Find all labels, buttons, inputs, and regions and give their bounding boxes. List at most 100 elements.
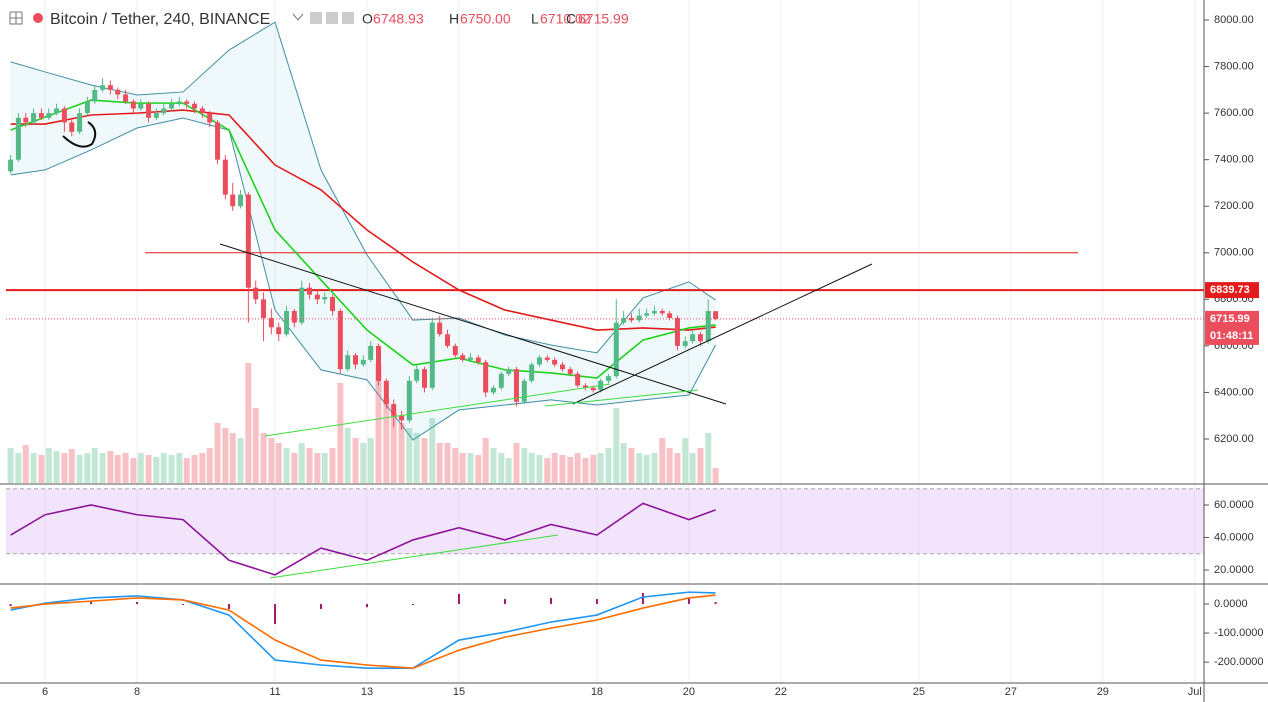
histogram-bar (641, 592, 644, 605)
volume-bar (30, 453, 37, 483)
volume-bar (375, 363, 382, 483)
y-tick-label: 60.0000 (1214, 499, 1254, 511)
volume-bar (237, 438, 244, 483)
y-tick-label: 7400.00 (1214, 154, 1254, 166)
volume-bar (61, 453, 68, 483)
candle-body (215, 122, 221, 160)
volume-bar (413, 433, 420, 483)
pen-stroke (62, 121, 97, 148)
drawings (62, 121, 873, 579)
x-tick-label: 13 (361, 686, 373, 698)
volume-bar (367, 438, 374, 483)
candle-body (291, 310, 297, 323)
candle-body (582, 385, 588, 388)
volume-bar (544, 458, 551, 483)
close-icon[interactable] (342, 12, 354, 24)
volume-bar (214, 423, 221, 483)
candle-body (682, 341, 688, 346)
open-value: 6748.93 (373, 11, 424, 27)
candle-body (115, 89, 121, 95)
volume-bar (421, 438, 428, 483)
volume-bar (689, 453, 696, 483)
volume-bar (130, 458, 137, 483)
x-tick-label: 25 (913, 686, 925, 698)
volume-bar (38, 455, 45, 483)
volume-bar (590, 455, 597, 483)
histogram-bar (90, 600, 93, 605)
candle-body (245, 194, 251, 288)
candle-body (690, 334, 696, 342)
candle-body (146, 103, 152, 118)
candle-body (575, 373, 581, 386)
candle-body (92, 89, 98, 102)
volume-bar (666, 448, 673, 483)
candle-body (552, 359, 558, 365)
close-value: 6715.99 (578, 11, 629, 27)
volume-bar (222, 428, 229, 483)
volume-bar (528, 453, 535, 483)
volume-bar (383, 398, 390, 483)
candle-body (69, 122, 75, 132)
y-tick-label: 0.0000 (1214, 598, 1248, 610)
candle-body (284, 310, 290, 335)
trend-line (219, 243, 727, 405)
candle-body (138, 103, 144, 109)
high-label: H (449, 11, 459, 27)
volume-bar (659, 438, 666, 483)
volume-bar (168, 455, 175, 483)
histogram-bar (136, 601, 139, 605)
y-tick-label: 7800.00 (1214, 60, 1254, 72)
dropdown-icon[interactable] (292, 13, 304, 21)
y-tick-label: 20.0000 (1214, 564, 1254, 576)
candle-body (498, 373, 504, 388)
candle-body (621, 317, 627, 323)
candle-body (238, 194, 244, 207)
candle-body (521, 380, 527, 402)
volume-bar (643, 455, 650, 483)
volume-bar (229, 433, 236, 483)
volume-bar (283, 448, 290, 483)
price-badge-label: 6839.73 (1210, 284, 1250, 296)
volume-bar (505, 458, 512, 483)
volume-bar (321, 453, 328, 483)
candle-body (414, 369, 420, 381)
volume-bar (536, 455, 543, 483)
volume-bar (482, 438, 489, 483)
volume-bar (268, 438, 275, 483)
volume-bar (636, 453, 643, 483)
band-line (10, 117, 717, 441)
volume-bar (406, 428, 413, 483)
candle-body (77, 113, 83, 132)
volume-bar (628, 448, 635, 483)
histogram-bar (320, 604, 323, 609)
volume-bar (712, 468, 719, 483)
candle-body (161, 108, 167, 114)
volume-bar (91, 448, 98, 483)
candle-body (84, 101, 90, 114)
indicator-line (10, 109, 716, 331)
volume-bar (275, 443, 282, 483)
volume-bar (176, 453, 183, 483)
volume-bar (459, 453, 466, 483)
candle-body (399, 415, 405, 421)
candle-body (368, 345, 374, 360)
volume-bar (84, 453, 91, 483)
x-tick-label: 18 (591, 686, 603, 698)
volume-bar (291, 453, 298, 483)
candle-body (613, 322, 619, 377)
volume-bar (68, 449, 75, 483)
volume-bar (674, 453, 681, 483)
eye-icon[interactable] (310, 12, 322, 24)
x-tick-label: 22 (775, 686, 787, 698)
settings-icon[interactable] (326, 12, 338, 24)
candle-body (307, 287, 313, 295)
indicator-line (10, 502, 716, 576)
candle-body (475, 357, 481, 363)
volume-bar (567, 457, 574, 483)
y-tick-label: 7600.00 (1214, 107, 1254, 119)
labels: 6200.006400.006600.006800.007000.007200.… (42, 14, 1264, 698)
candle-body (567, 369, 573, 374)
volume-bar (475, 455, 482, 483)
indicator-line (10, 594, 716, 670)
candle-body (444, 334, 450, 346)
